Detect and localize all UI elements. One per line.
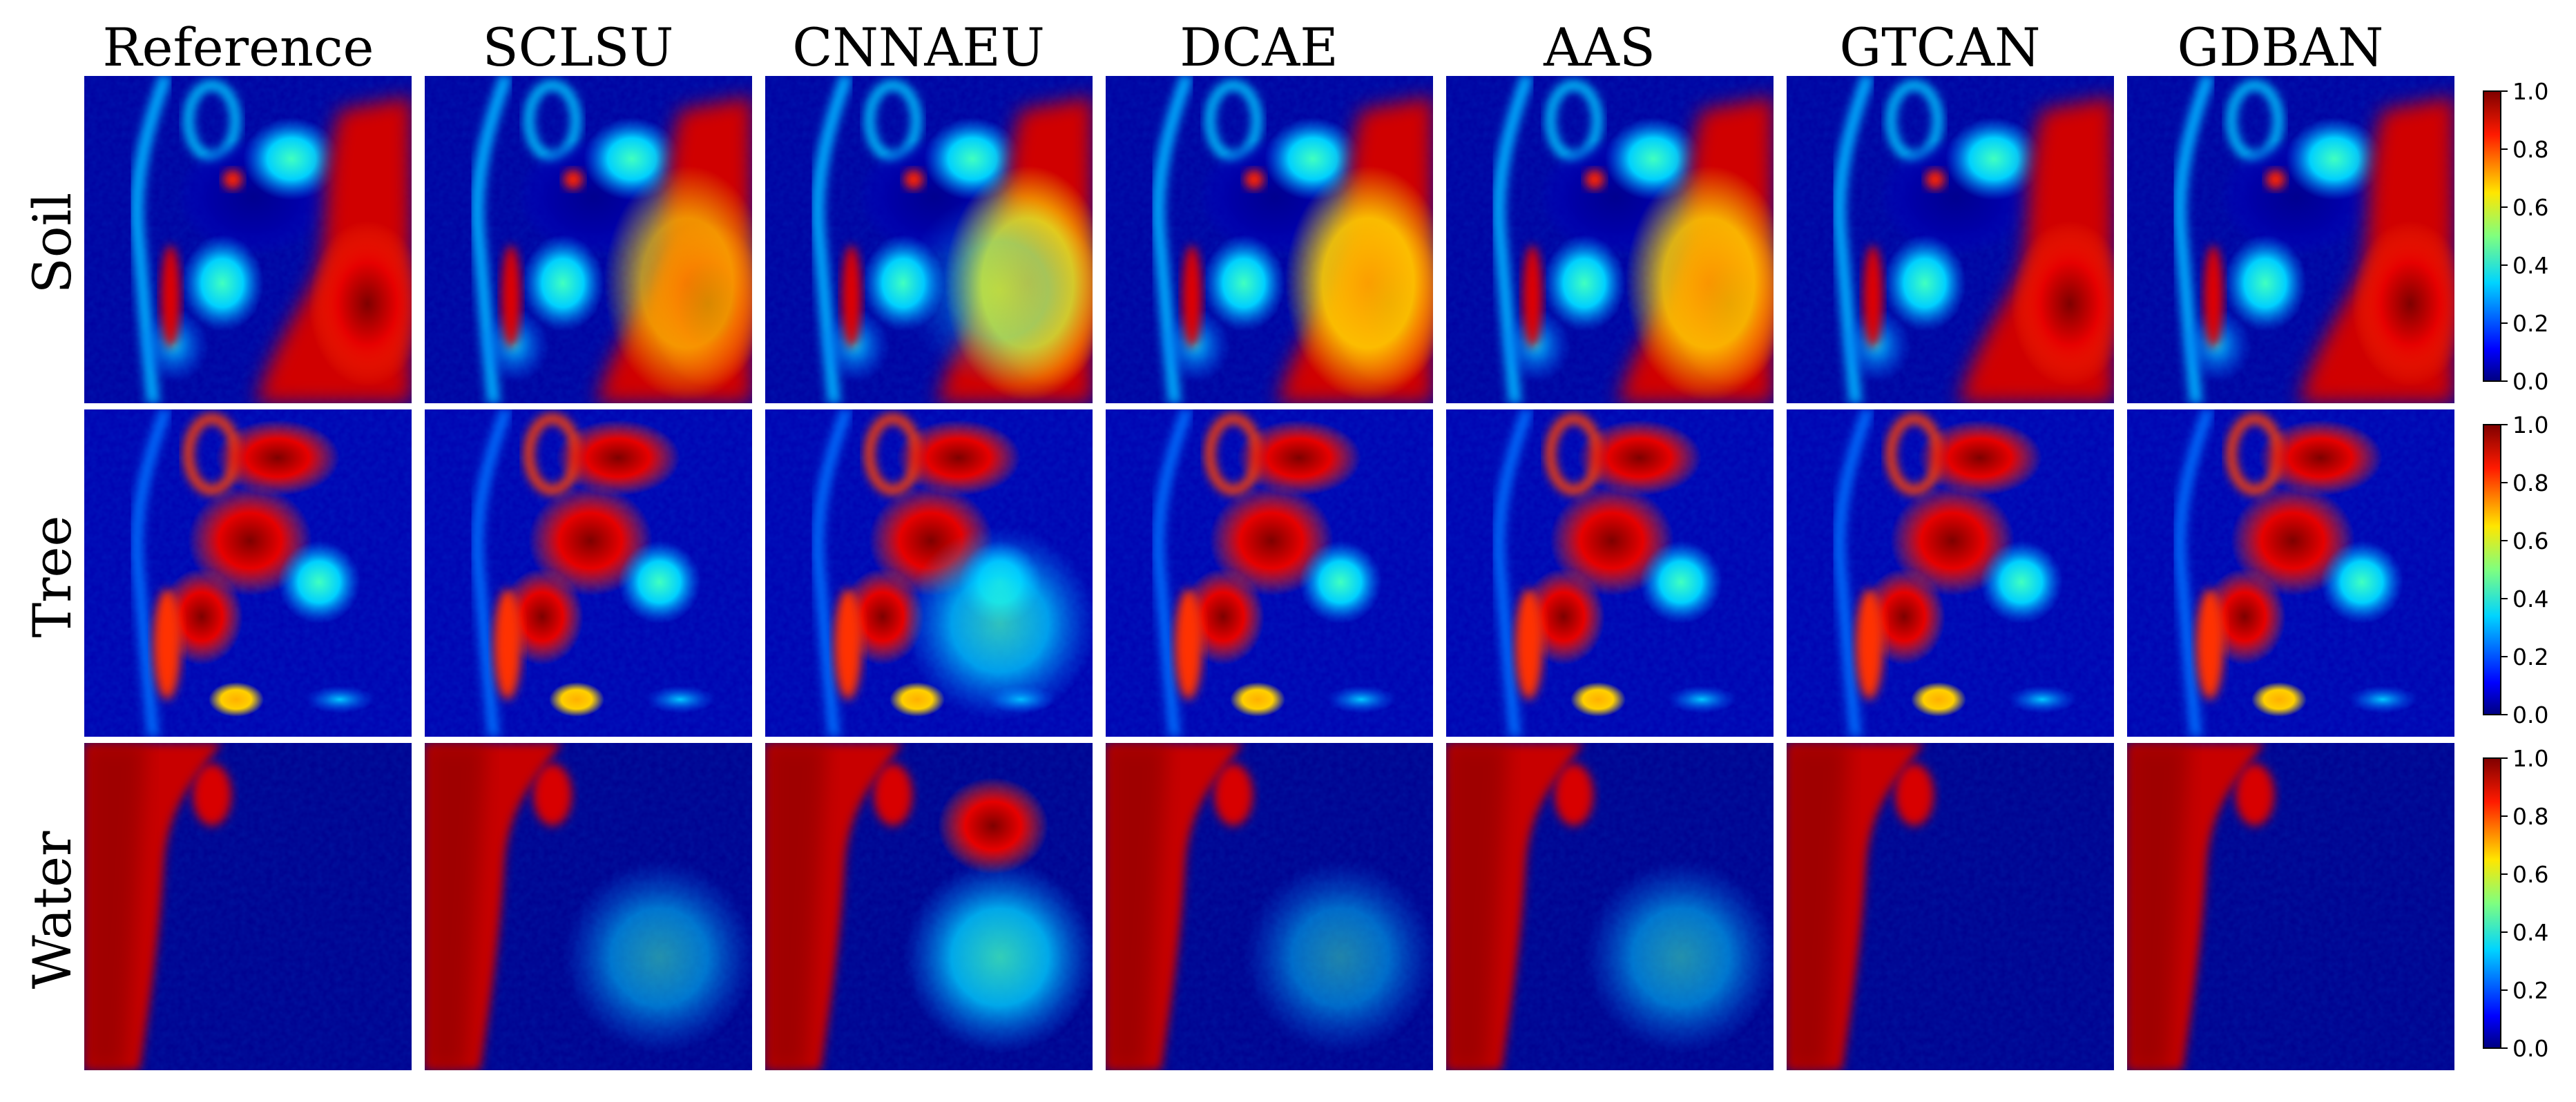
colorbar-tick-label: 0.0 <box>2512 368 2548 395</box>
colorbar-ticks <box>2501 757 2508 1049</box>
colorbar-ticks <box>2501 424 2508 715</box>
panel-soil-dcae <box>1106 76 1433 403</box>
panel-water-dcae <box>1106 743 1433 1070</box>
panel-water-aas <box>1446 743 1774 1070</box>
row-label: Water <box>21 831 83 989</box>
panel-soil-reference <box>84 76 426 403</box>
colorbar-tick-label: 0.4 <box>2512 919 2548 946</box>
panel-soil-gtcan <box>1787 76 2128 403</box>
column-title: AAS <box>1543 17 1655 78</box>
colorbar-tick-label: 1.0 <box>2512 745 2548 772</box>
column-title: GTCAN <box>1840 17 2041 78</box>
panel-tree-sclsu <box>425 409 752 737</box>
colorbar-tick-label: 1.0 <box>2512 412 2548 438</box>
panel-tree-gtcan <box>1787 409 2114 737</box>
panel-water-sclsu <box>425 743 752 1070</box>
row-label: Tree <box>21 516 83 638</box>
column-title: GDBAN <box>2178 17 2384 78</box>
colorbar-tree: 0.0 0.2 0.4 0.6 0.8 1.0 <box>2483 412 2548 728</box>
colorbar-tick-label: 0.6 <box>2512 528 2548 554</box>
colorbar-tick-label: 0.8 <box>2512 803 2548 830</box>
panel-tree-gdban <box>2127 409 2454 737</box>
colorbar-tick-label: 0.6 <box>2512 194 2548 221</box>
column-title: SCLSU <box>483 17 674 78</box>
column-title: Reference <box>102 17 374 78</box>
colorbar-tick-label: 0.4 <box>2512 252 2548 279</box>
panel-water-reference <box>84 743 412 1070</box>
colorbar-tick-label: 0.8 <box>2512 136 2548 163</box>
colorbar-tick-label: 0.0 <box>2512 702 2548 728</box>
panel-water-cnnaeu <box>765 743 1093 1070</box>
panel-soil-aas <box>1446 76 1774 403</box>
colorbar-tick-label: 0.2 <box>2512 310 2548 337</box>
column-title: CNNAEU <box>792 17 1045 78</box>
colorbar-tick-label: 0.2 <box>2512 644 2548 670</box>
panel-soil-sclsu <box>425 76 752 403</box>
colorbar-tick-label: 1.0 <box>2512 78 2548 105</box>
colorbar-tick-label: 0.6 <box>2512 861 2548 888</box>
panel-soil-gdban <box>2127 76 2469 403</box>
colorbar-tick-label: 0.8 <box>2512 470 2548 496</box>
panel-water-gdban <box>2127 743 2454 1070</box>
colorbar-water: 0.0 0.2 0.4 0.6 0.8 1.0 <box>2483 745 2548 1062</box>
colorbar-tick-label: 0.2 <box>2512 977 2548 1004</box>
colorbar-tick-label: 0.4 <box>2512 586 2548 612</box>
colorbar-tick-label: 0.0 <box>2512 1035 2548 1062</box>
colorbar-ticks <box>2501 90 2508 382</box>
panel-tree-aas <box>1446 409 1774 737</box>
row-label: Soil <box>21 193 83 293</box>
panel-tree-cnnaeu <box>765 409 1093 737</box>
panel-tree-dcae <box>1106 409 1433 737</box>
panel-soil-cnnaeu <box>765 76 1093 403</box>
panel-tree-reference <box>84 409 412 737</box>
column-title: DCAE <box>1180 17 1338 78</box>
panel-water-gtcan <box>1787 743 2114 1070</box>
colorbar-soil: 0.0 0.2 0.4 0.6 0.8 1.0 <box>2483 78 2548 395</box>
